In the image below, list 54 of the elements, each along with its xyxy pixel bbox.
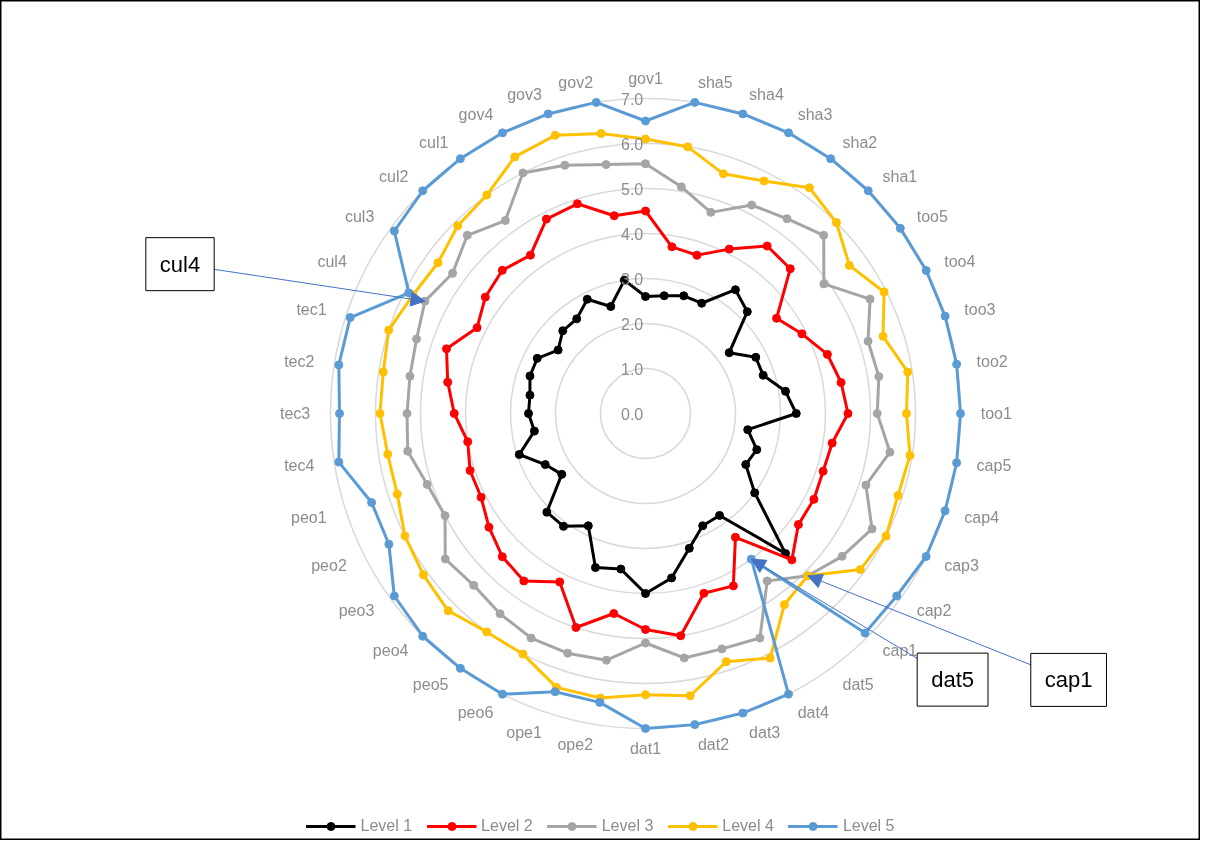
spoke-label: peo1	[291, 508, 327, 526]
spoke-label: too3	[964, 301, 996, 319]
spoke-label: peo2	[311, 557, 347, 575]
y-tick-label: 2.0	[621, 315, 644, 333]
legend-label: Level 5	[842, 817, 895, 835]
legend-label: Level 4	[722, 817, 774, 835]
text: cap1	[1044, 667, 1093, 693]
spoke-label: peo6	[457, 703, 494, 721]
legend-label: Level 1	[360, 817, 413, 835]
spoke-label: ope2	[557, 736, 594, 754]
spoke-label: cul1	[419, 133, 449, 151]
spoke-label: too1	[980, 405, 1012, 422]
spoke-label: gov2	[558, 73, 594, 91]
spoke-label: too4	[944, 252, 976, 270]
spoke-label: cap2	[916, 602, 952, 620]
spoke-label: cap3	[944, 557, 980, 575]
spoke-label: cul4	[317, 252, 347, 270]
spoke-label: sha5	[697, 73, 733, 91]
spoke-label: cap4	[964, 508, 1000, 526]
spoke-label: peo3	[338, 602, 375, 620]
spoke-label: gov4	[458, 106, 494, 124]
spoke-label: tec1	[296, 301, 327, 319]
y-tick-label: 0.0	[621, 405, 644, 423]
spoke-label: dat2	[697, 736, 730, 754]
text: dat5	[931, 667, 975, 693]
spoke-label: peo4	[372, 642, 409, 660]
spoke-label: dat3	[749, 723, 781, 741]
spoke-label: sha2	[842, 133, 878, 151]
spoke-label: sha1	[882, 167, 918, 185]
y-tick-label: 1.0	[621, 360, 644, 378]
legend-label: Level 2	[481, 817, 533, 835]
y-tick-label: 4.0	[621, 225, 644, 243]
spoke-label: too5	[916, 207, 948, 225]
text: cul4	[159, 251, 201, 277]
spoke-label: tec2	[284, 352, 315, 370]
spoke-label: sha4	[749, 86, 784, 104]
spoke-label: cap5	[976, 457, 1012, 475]
spoke-label: too2	[976, 352, 1008, 370]
spoke-label: cul2	[379, 167, 409, 185]
spoke-label: gov3	[507, 86, 542, 104]
y-tick-label: 6.0	[621, 135, 644, 153]
spoke-label: peo5	[412, 676, 449, 694]
spoke-label: tec4	[284, 457, 315, 475]
y-tick-label: 7.0	[621, 90, 644, 108]
spoke-label: gov1	[628, 69, 663, 87]
spoke-label: dat4	[797, 703, 829, 721]
spoke-label: cul3	[344, 207, 375, 225]
spoke-label: ope1	[506, 723, 542, 741]
legend-label: Level 3	[601, 817, 654, 835]
spoke-label: sha3	[797, 106, 833, 124]
spoke-label: dat5	[842, 676, 874, 694]
spoke-label: dat1	[629, 740, 662, 758]
spoke-label: tec3	[280, 405, 311, 422]
y-tick-label: 5.0	[621, 180, 644, 198]
